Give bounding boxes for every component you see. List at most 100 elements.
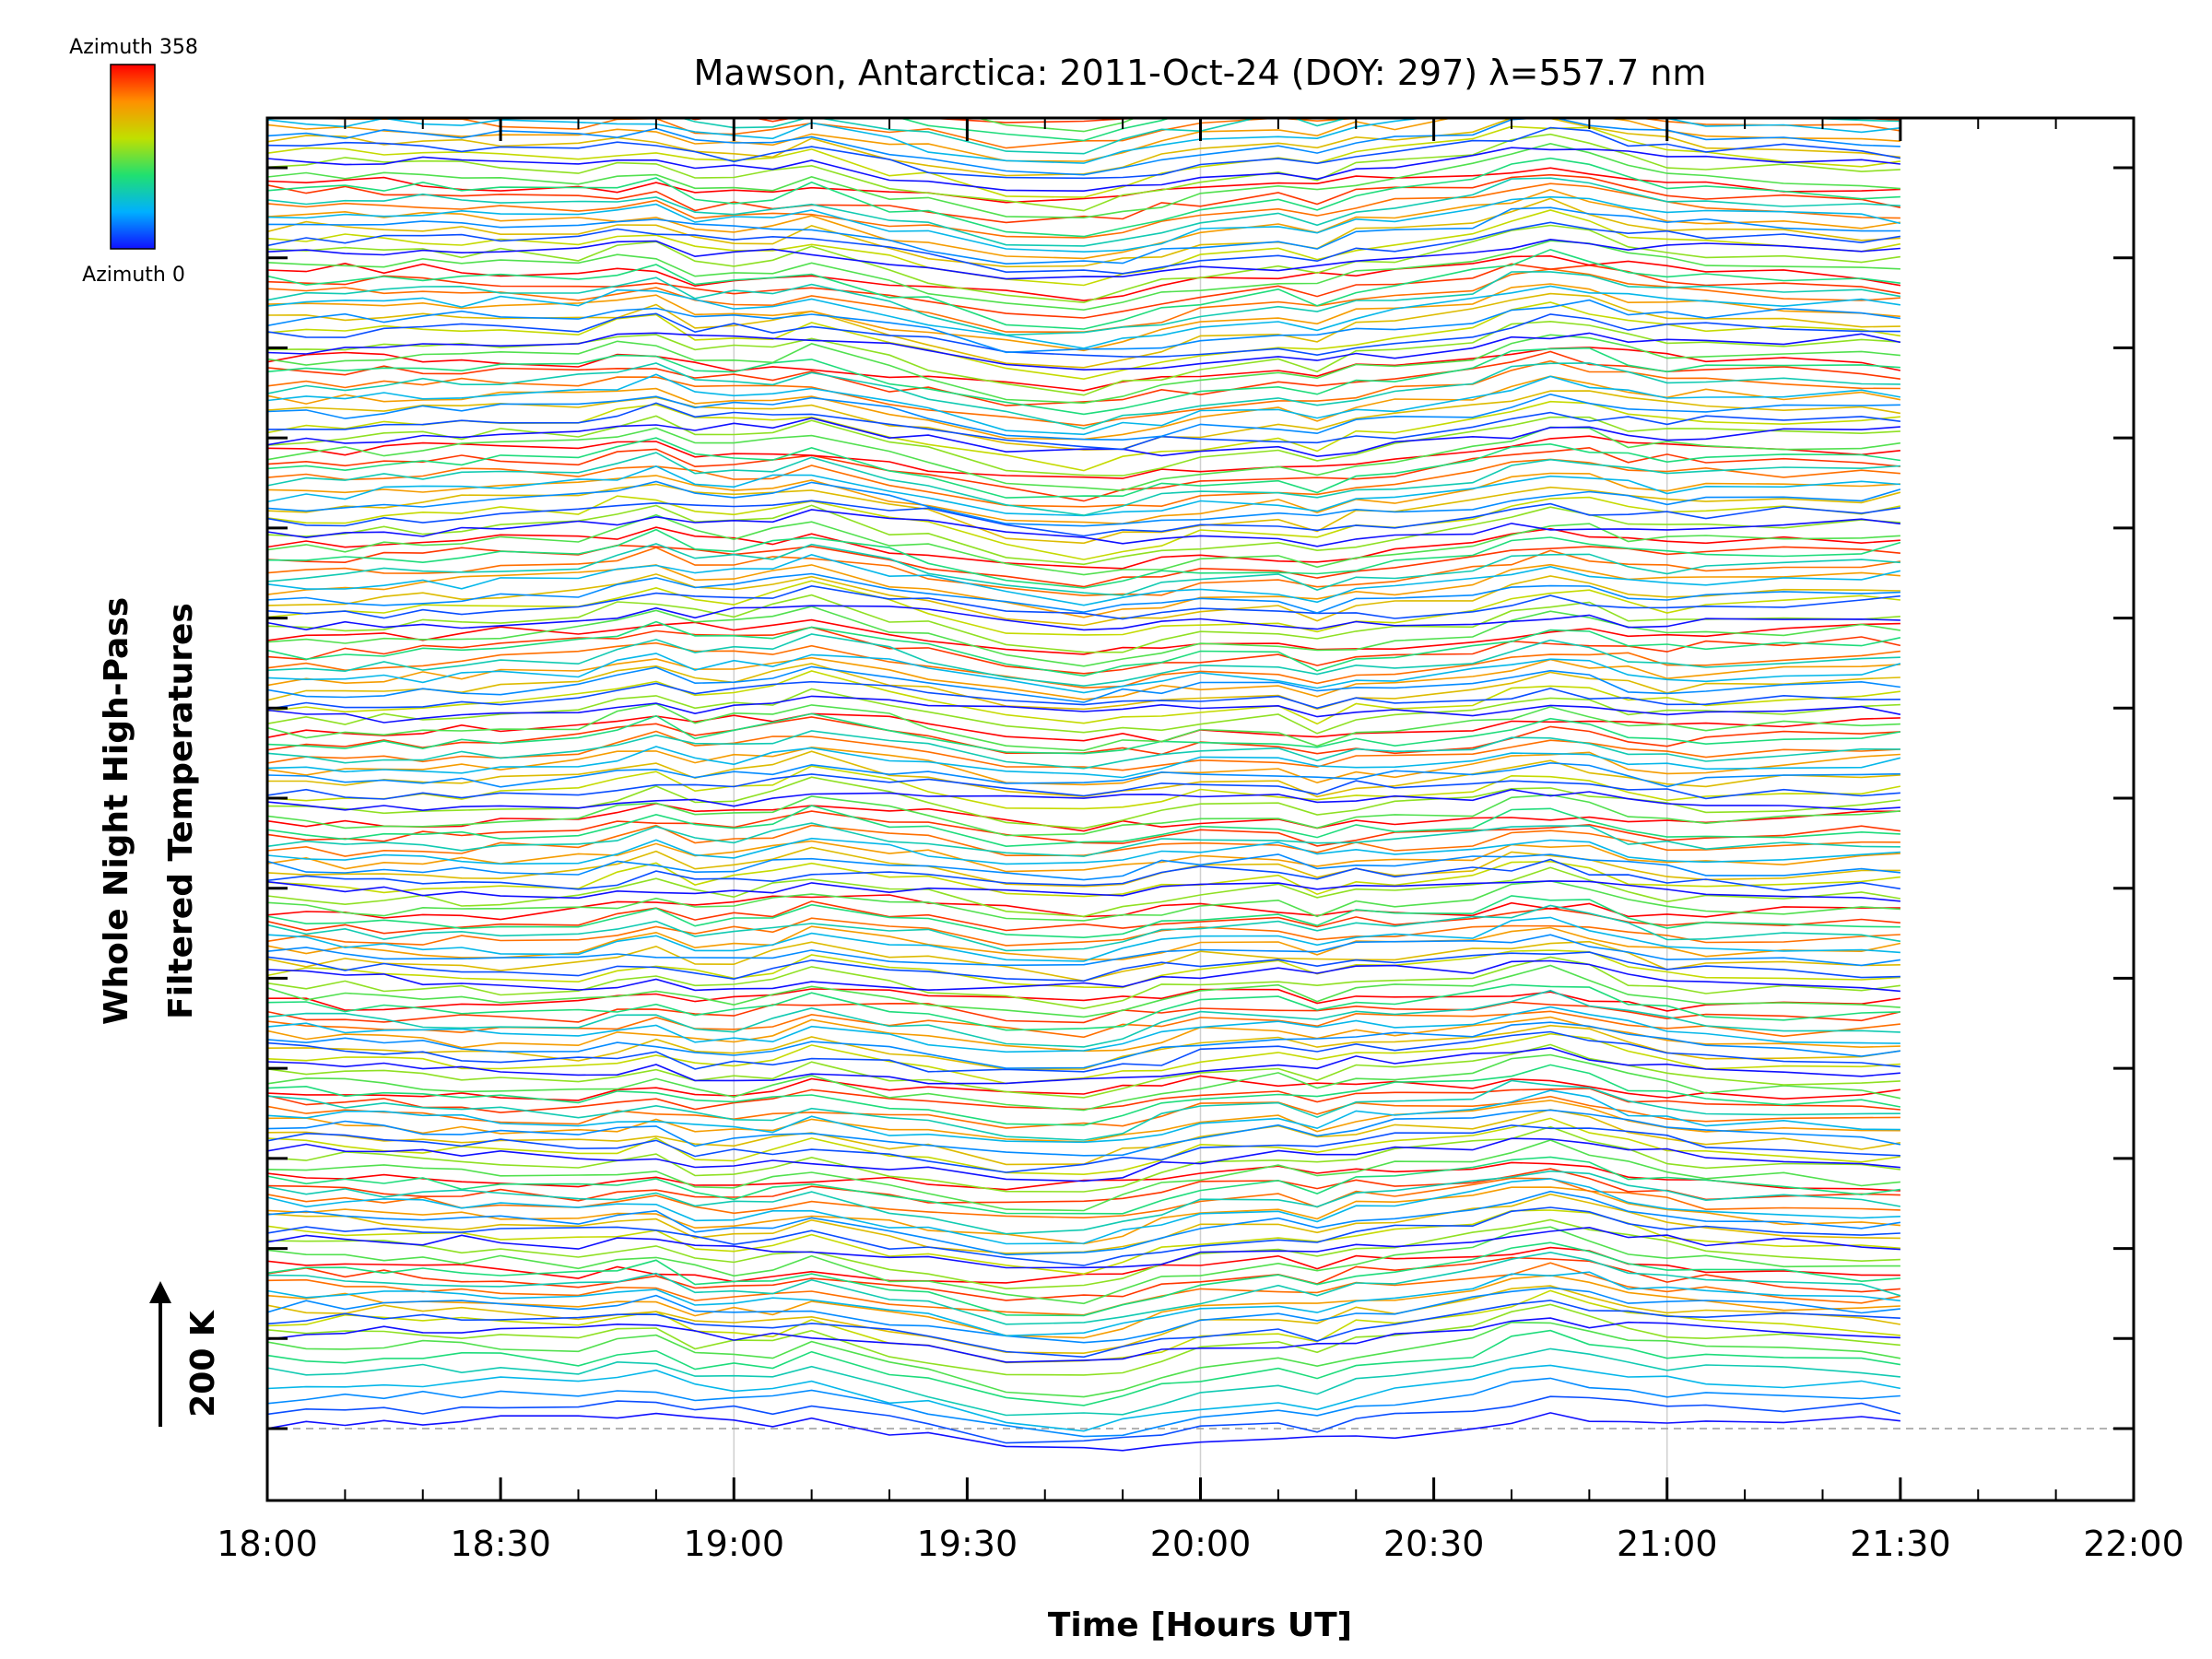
series-line-g3-az6: [267, 1053, 1901, 1112]
scale-arrow: 200 K: [149, 1281, 222, 1427]
series-line-g8-az7: [267, 594, 1900, 653]
series-line-g9-az11: [267, 458, 1900, 508]
series-line-g8-az2: [267, 665, 1901, 703]
series-line-g7-az7: [267, 688, 1900, 735]
series-line-g6-az2: [267, 853, 1900, 881]
series-line-g4-az11: [267, 917, 1900, 947]
series-line-g6-az4: [267, 822, 1900, 857]
series-line-g5-az11: [267, 824, 1900, 857]
x-tick-label-8: 22:00: [2083, 1524, 2184, 1564]
series-line-g8-az1: [267, 680, 1900, 711]
colorbar-top-label: Azimuth 358: [69, 36, 198, 59]
series-line-g6-az8: [267, 765, 1901, 810]
series-line-g13-az6: [267, 142, 1900, 219]
x-tick-label-3: 19:30: [917, 1524, 1018, 1564]
x-tick-label-5: 20:30: [1383, 1524, 1485, 1564]
series-line-g2-az5: [267, 1156, 1901, 1215]
series-line-g0-az9: [267, 1285, 1901, 1355]
series-line-g14-az5: [897, 118, 1172, 142]
series-line-g10-az9: [267, 390, 1901, 451]
series-line-g6-az6: [267, 794, 1900, 837]
series-line-g11-az4: [267, 362, 1900, 429]
series-line-g4-az6: [267, 964, 1900, 1018]
series-line-g2-az4: [267, 1170, 1901, 1235]
series-line-g7-az5: [267, 712, 1901, 755]
series-line-g12-az13: [267, 167, 1900, 204]
series-line-g9-az0: [267, 605, 1900, 631]
series-line-g11-az12: [267, 263, 1901, 319]
series-line-g5-az4: [267, 904, 1901, 952]
series-line-g14-az13: [267, 0, 1900, 20]
series-line-g12-az9: [267, 197, 1900, 268]
x-tick-labels: 18:00 18:30 19:00 19:30 20:00 20:30 21:00 21:30…: [217, 1524, 2184, 1564]
series-line-g7-az10: [267, 656, 1900, 700]
series-line-g2-az6: [267, 1139, 1900, 1212]
series-line-g8-az6: [267, 606, 1901, 667]
series-line-g14-az0: [267, 147, 1900, 193]
series-line-g3-az3: [267, 1089, 1900, 1144]
series-line-g10-az0: [267, 509, 1900, 547]
series-line-g9-az13: [267, 435, 1900, 479]
series-line-g14-az11: [267, 10, 1900, 50]
series-line-g1-az13: [267, 1161, 1900, 1192]
series-line-g12-az5: [267, 248, 1900, 330]
series-line-g5-az1: [267, 951, 1900, 982]
series-line-g13-az4: [267, 177, 1900, 247]
x-tick-label-2: 19:00: [683, 1524, 784, 1564]
series-line-g7-az13: [267, 618, 1900, 655]
series-line-g9-az4: [267, 543, 1900, 596]
series-line-g6-az7: [267, 776, 1900, 830]
series-line-g6-az1: [267, 858, 1901, 892]
series-line-g4-az4: [267, 989, 1900, 1048]
series-line-g9-az1: [267, 584, 1900, 620]
series-line-g2-az2: [267, 1190, 1901, 1256]
series-line-g14-az2: [267, 118, 1900, 176]
series-line-g3-az8: [267, 1032, 1900, 1085]
series-line-g9-az5: [267, 528, 1901, 589]
series-line-g8-az12: [267, 544, 1900, 588]
series-line-g10-az5: [267, 437, 1901, 499]
series-line-g7-az0: [267, 788, 1900, 812]
x-tick-label-1: 18:30: [450, 1524, 551, 1564]
series-line-g5-az9: [267, 846, 1900, 888]
series-line-g12-az8: [267, 209, 1901, 287]
series-line-g12-az10: [267, 188, 1901, 260]
series-line-g7-az11: [267, 641, 1900, 689]
series-line-g1-az4: [267, 1251, 1901, 1325]
series-line-g13-az1: [267, 221, 1901, 275]
series-line-g1-az2: [267, 1287, 1900, 1344]
series-line-g6-az0: [267, 880, 1900, 902]
series-line-g12-az4: [267, 271, 1901, 336]
series-line-g6-az11: [267, 730, 1900, 771]
series-line-g13-az5: [267, 157, 1900, 238]
series-line-g2-az7: [267, 1125, 1901, 1193]
series-line-g1-az3: [267, 1271, 1900, 1337]
series-line-g14-az3: [267, 118, 1900, 164]
series-line-g8-az5: [267, 620, 1901, 677]
axis-ticks: [265, 118, 2136, 1500]
series-line-g12-az1: [267, 312, 1900, 358]
series-line-g4-az7: [267, 956, 1901, 1010]
series-line-g1-az5: [267, 1241, 1900, 1317]
series-line-g10-az6: [267, 426, 1901, 492]
series-line-g7-az2: [267, 761, 1900, 788]
series-line-g14-az4: [678, 118, 1900, 155]
series-line-g4-az0: [267, 1047, 1900, 1085]
series-line-g2-az0: [267, 1226, 1900, 1269]
series-line-g1-az6: [267, 1226, 1900, 1305]
series-line-g11-az8: [267, 301, 1901, 381]
series-line-g5-az7: [267, 866, 1901, 918]
series-line-g3-az13: [267, 988, 1901, 1012]
series-line-g11-az1: [267, 402, 1900, 451]
series-line-g2-az8: [267, 1117, 1901, 1176]
series-line-g7-az4: [267, 730, 1900, 770]
series-line-g8-az8: [267, 580, 1900, 636]
series-line-g4-az2: [267, 1021, 1901, 1069]
series-line-g6-az13: [267, 712, 1900, 743]
x-tick-label-4: 20:00: [1150, 1524, 1252, 1564]
series-line-g0-az5: [267, 1329, 1901, 1406]
series-line-g4-az8: [267, 949, 1900, 989]
series-line-g11-az3: [267, 373, 1901, 436]
series-line-g10-az11: [267, 359, 1900, 427]
series-line-g12-az3: [267, 285, 1901, 349]
